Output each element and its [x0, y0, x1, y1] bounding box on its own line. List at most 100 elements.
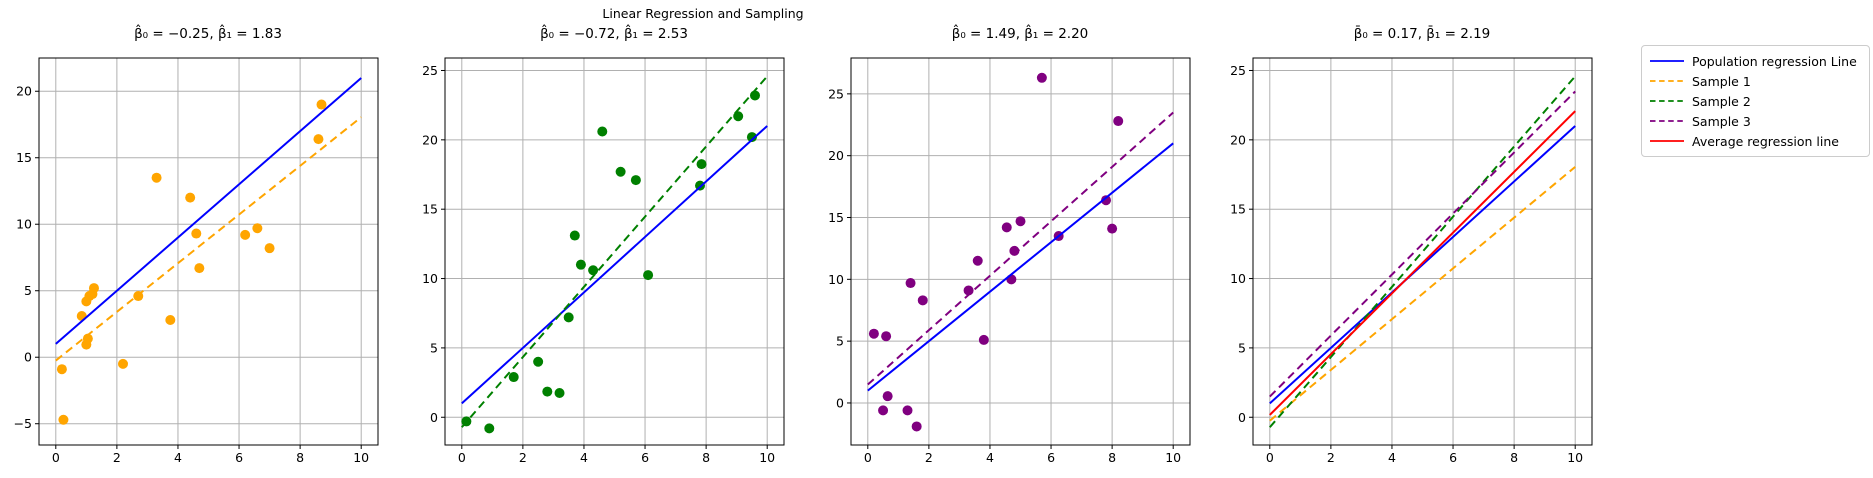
scatter-point [563, 312, 574, 323]
y-tick-label: 10 [422, 271, 438, 286]
x-tick-label: 6 [1047, 450, 1055, 465]
subplot-average: β̄₀ = 0.17, β̄₁ = 2.19 0 2 4 6 8 10 0 5 10 15 20 25 [1208, 26, 1612, 478]
scatter-point [56, 364, 67, 375]
scatter-point [643, 270, 654, 281]
x-tick-label: 4 [174, 450, 182, 465]
chart-svg-sample-3: 0 2 4 6 8 10 0 5 10 15 20 25 [828, 57, 1191, 465]
scatter-point [597, 126, 608, 137]
legend-line-sample [1650, 100, 1684, 102]
legend-line-sample [1650, 80, 1684, 82]
y-tick-label: 5 [24, 283, 32, 298]
x-tick-label: 10 [759, 450, 775, 465]
subplot-sample-3: β̂₀ = 1.49, β̂₁ = 2.20 0 2 4 6 8 10 0 5 10 15 20 25 [806, 26, 1210, 478]
x-tick-label: 10 [353, 450, 369, 465]
scatter-point [917, 295, 928, 306]
regression-line [867, 142, 1174, 392]
plot-spines [444, 57, 785, 446]
plot-title-sample-3: β̂₀ = 1.49, β̂₁ = 2.20 [951, 26, 1089, 42]
scatter-point [554, 387, 565, 398]
scatter-point [316, 99, 327, 110]
scatter-point [881, 331, 892, 342]
y-tick-label: 20 [16, 84, 32, 99]
x-tick-label: 6 [1449, 450, 1457, 465]
x-tick-label: 2 [1327, 450, 1335, 465]
x-tick-label: 0 [52, 450, 60, 465]
legend-item: Sample 3 [1649, 111, 1862, 131]
scatter-point [1006, 274, 1017, 285]
scatter-point [191, 228, 202, 239]
scatter-point [878, 405, 889, 416]
scatter-point [88, 283, 99, 294]
scatter-point [151, 172, 162, 183]
x-tick-label: 8 [1108, 450, 1116, 465]
scatter-point [1009, 245, 1020, 256]
scatter-point [963, 285, 974, 296]
scatter-point [902, 405, 913, 416]
x-tick-label: 4 [1388, 450, 1396, 465]
scatter-point [569, 230, 580, 241]
legend-item-label: Population regression Line [1692, 53, 1857, 69]
legend-item: Sample 1 [1649, 71, 1862, 91]
scatter-point [533, 356, 544, 367]
scatter-point [615, 166, 626, 177]
scatter-point [185, 192, 196, 203]
plot-title-sample-2: β̂₀ = −0.72, β̂₁ = 2.53 [540, 26, 688, 42]
y-tick-label: 15 [828, 210, 844, 225]
x-tick-label: 2 [925, 450, 933, 465]
scatter-point [1001, 222, 1012, 233]
x-tick-label: 10 [1165, 450, 1181, 465]
scatter-point [575, 259, 586, 270]
y-tick-label: 5 [836, 334, 844, 349]
scatter-point [868, 328, 879, 339]
scatter-point [1036, 72, 1047, 83]
scatter-point [240, 229, 251, 240]
scatter-point [264, 243, 275, 254]
x-tick-label: 8 [296, 450, 304, 465]
legend-item-label: Average regression line [1692, 133, 1839, 149]
legend-item-label: Sample 2 [1692, 93, 1751, 109]
y-tick-label: 20 [422, 132, 438, 147]
legend-item: Population regression Line [1649, 51, 1862, 71]
scatter-point [588, 265, 599, 276]
y-tick-label: 10 [828, 272, 844, 287]
subplot-sample-2: β̂₀ = −0.72, β̂₁ = 2.53 0 2 4 6 8 10 0 5 10 15 20 2… [400, 26, 804, 478]
scatter-point [978, 334, 989, 345]
y-tick-label: 10 [16, 217, 32, 232]
y-tick-label: 20 [1230, 132, 1246, 147]
x-tick-label: 4 [986, 450, 994, 465]
y-tick-label: 15 [1230, 202, 1246, 217]
regression-line [461, 75, 768, 428]
y-tick-label: 0 [24, 350, 32, 365]
plot-title-sample-1: β̂₀ = −0.25, β̂₁ = 1.83 [134, 26, 282, 42]
y-tick-label: 10 [1230, 271, 1246, 286]
legend-item: Average regression line [1649, 131, 1862, 151]
scatter-point [313, 134, 324, 145]
regression-line [1269, 110, 1576, 416]
legend-item-label: Sample 3 [1692, 113, 1751, 129]
y-tick-label: 25 [828, 86, 844, 101]
y-tick-label: 0 [1238, 410, 1246, 425]
y-tick-label: 20 [828, 148, 844, 163]
scatter-point [1101, 195, 1112, 206]
legend: Population regression Line Sample 1 Sample… [1641, 45, 1870, 157]
scatter-point [252, 223, 263, 234]
x-tick-label: 6 [641, 450, 649, 465]
x-tick-label: 0 [864, 450, 872, 465]
x-tick-label: 0 [458, 450, 466, 465]
y-tick-label: 0 [430, 410, 438, 425]
x-tick-label: 2 [113, 450, 121, 465]
scatter-point [630, 175, 641, 186]
regression-line [55, 116, 362, 362]
scatter-point [972, 255, 983, 266]
y-tick-label: 15 [422, 202, 438, 217]
scatter-point [905, 278, 916, 289]
scatter-point [58, 414, 69, 425]
regression-line [1269, 75, 1576, 428]
legend-line-sample [1650, 140, 1684, 142]
scatter-point [749, 90, 760, 101]
scatter-point [746, 132, 757, 143]
x-tick-label: 6 [235, 450, 243, 465]
plot-spines [38, 57, 379, 446]
figure-title: Linear Regression and Sampling [602, 6, 804, 21]
